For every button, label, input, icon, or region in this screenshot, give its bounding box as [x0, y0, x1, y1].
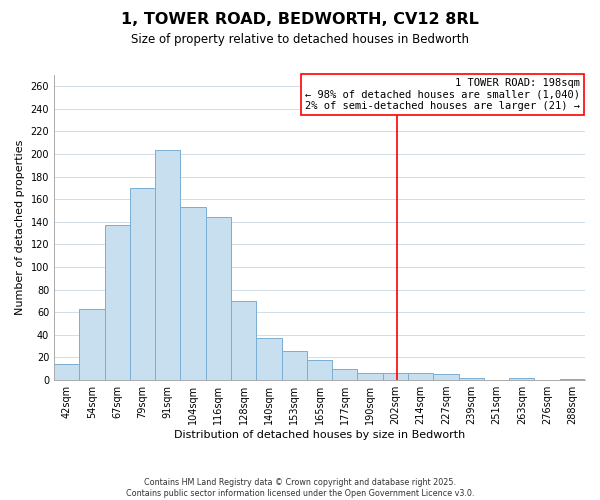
- Bar: [104, 226, 130, 380]
- Text: 1, TOWER ROAD, BEDWORTH, CV12 8RL: 1, TOWER ROAD, BEDWORTH, CV12 8RL: [121, 12, 479, 28]
- Bar: [54, 364, 79, 380]
- Bar: [332, 369, 358, 380]
- X-axis label: Distribution of detached houses by size in Bedworth: Distribution of detached houses by size …: [174, 430, 465, 440]
- Text: 1 TOWER ROAD: 198sqm
← 98% of detached houses are smaller (1,040)
2% of semi-det: 1 TOWER ROAD: 198sqm ← 98% of detached h…: [305, 78, 580, 112]
- Bar: [560, 379, 585, 380]
- Bar: [206, 218, 231, 380]
- Bar: [458, 378, 484, 380]
- Bar: [231, 301, 256, 380]
- Bar: [281, 350, 307, 380]
- Bar: [79, 309, 104, 380]
- Bar: [181, 207, 206, 380]
- Bar: [307, 360, 332, 380]
- Bar: [155, 150, 181, 380]
- Y-axis label: Number of detached properties: Number of detached properties: [15, 140, 25, 315]
- Text: Contains HM Land Registry data © Crown copyright and database right 2025.
Contai: Contains HM Land Registry data © Crown c…: [126, 478, 474, 498]
- Text: Size of property relative to detached houses in Bedworth: Size of property relative to detached ho…: [131, 32, 469, 46]
- Bar: [383, 374, 408, 380]
- Bar: [408, 374, 433, 380]
- Bar: [509, 378, 535, 380]
- Bar: [358, 374, 383, 380]
- Bar: [433, 374, 458, 380]
- Bar: [130, 188, 155, 380]
- Bar: [256, 338, 281, 380]
